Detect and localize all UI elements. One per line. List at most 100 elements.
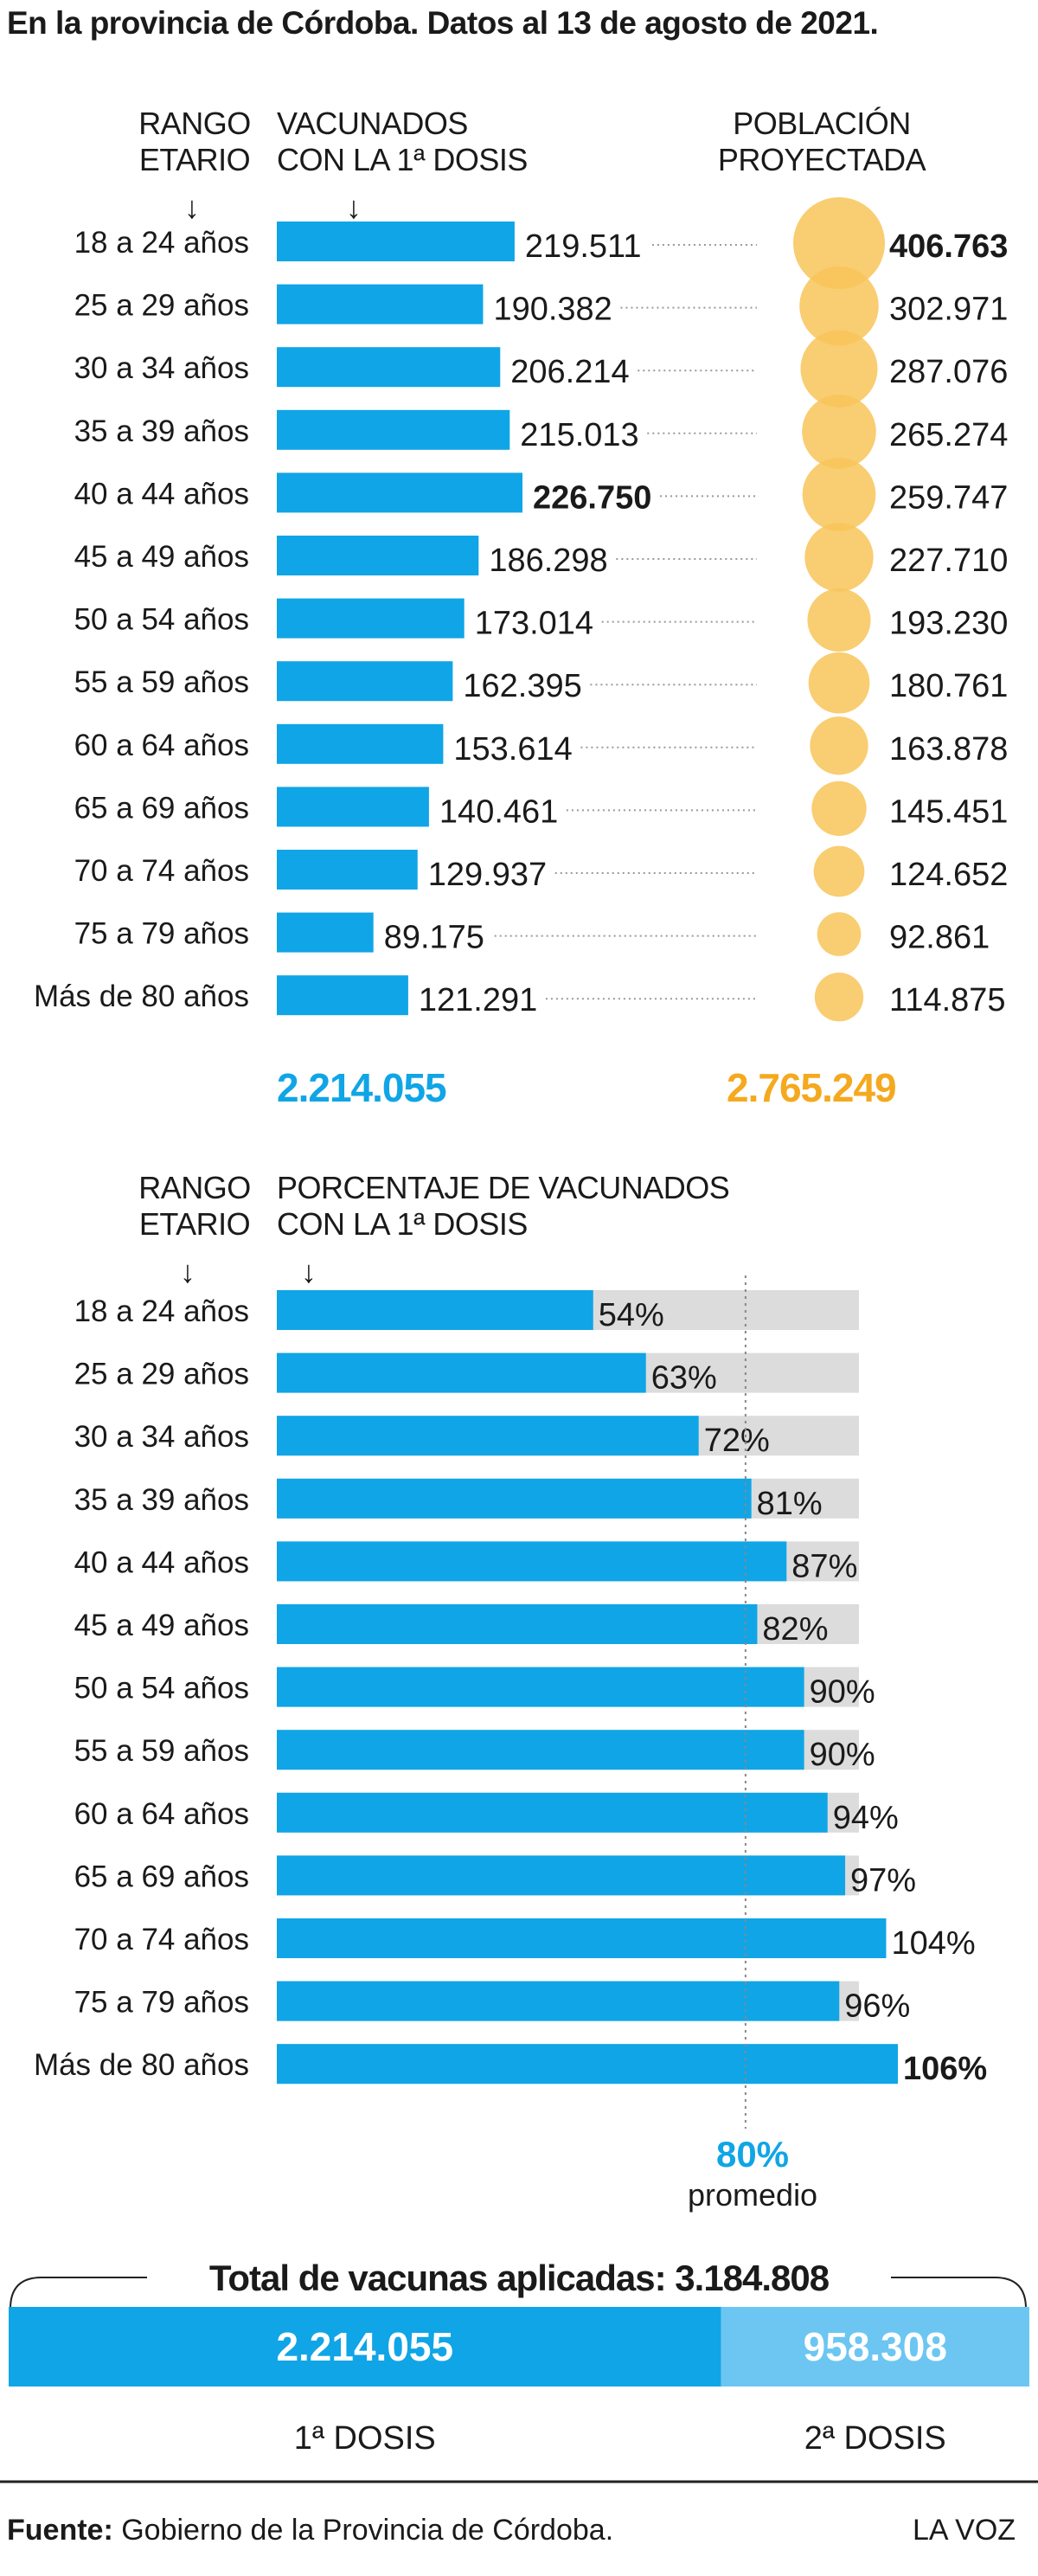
pct-bar-4	[277, 1541, 787, 1582]
pct-bar-10	[277, 1918, 887, 1958]
population-value-5: 227.710	[889, 543, 1008, 579]
vaccinated-value-4: 226.750	[533, 479, 651, 516]
pct-bar-0	[277, 1290, 593, 1330]
population-value-0: 406.763	[889, 228, 1008, 265]
population-value-8: 163.878	[889, 731, 1008, 768]
vaccinated-vs-population-chart: 18 a 24 años 219.511 25 a 29 años 190.382 30…	[34, 197, 1008, 1022]
population-value-7: 180.761	[889, 668, 1008, 704]
first-dose-value: 2.214.055	[276, 2324, 453, 2369]
population-circle-0	[793, 197, 885, 289]
age-label-9: 65 a 69 años	[74, 791, 249, 825]
age-label-11: 75 a 79 años	[74, 917, 249, 951]
average-caption: promedio	[688, 2177, 818, 2213]
population-circle-5	[804, 523, 874, 592]
population-value-2: 287.076	[889, 354, 1008, 390]
vaccinated-value-8: 153.614	[453, 731, 572, 768]
vaccinated-header-line1: VACUNADOS	[277, 106, 468, 141]
vaccinated-bar-0	[277, 222, 515, 261]
age-label-10: 70 a 74 años	[74, 854, 249, 888]
total-vaccines-chart: Total de vacunas aplicadas: 3.184.808 2.2…	[0, 2258, 1038, 2483]
age-range-arrow-icon: ↓	[184, 190, 200, 225]
average-value-label: 80%	[715, 2134, 790, 2175]
pct-age-label-6: 50 a 54 años	[74, 1672, 249, 1706]
pct-value-7: 90%	[810, 1737, 875, 1773]
population-header: POBLACIÓN PROYECTADA	[701, 106, 943, 178]
population-value-1: 302.971	[889, 292, 1008, 328]
pct-value-0: 54%	[599, 1297, 664, 1333]
population-circle-1	[799, 266, 879, 346]
age-label-5: 45 a 49 años	[74, 540, 249, 574]
total-population-label: 2.765.249	[727, 1065, 897, 1110]
vaccinated-value-12: 121.291	[419, 982, 537, 1018]
age-range-header: RANGO ETARIO	[130, 106, 260, 178]
second-dose-bar	[721, 2307, 1029, 2386]
vaccinated-bar-9	[277, 787, 429, 827]
source-text: Gobierno de la Provincia de Córdoba.	[121, 2514, 614, 2547]
age-label-4: 40 a 44 años	[74, 477, 249, 511]
age-label-0: 18 a 24 años	[74, 226, 249, 260]
vaccinated-bar-4	[277, 472, 522, 513]
vaccinated-value-1: 190.382	[493, 292, 612, 328]
first-dose-label: 1ª DOSIS	[294, 2420, 436, 2457]
vaccinated-bar-6	[277, 598, 465, 639]
population-value-6: 193.230	[889, 606, 1008, 642]
age-range-header-line1: RANGO	[138, 106, 251, 141]
vaccinated-header: VACUNADOS CON LA 1ª DOSIS	[277, 106, 528, 178]
percent-arrow-icon: ↓	[301, 1254, 317, 1289]
vaccinated-bar-10	[277, 850, 418, 890]
title-bracket-left	[10, 2277, 147, 2309]
pct-value-9: 97%	[850, 1862, 916, 1898]
vaccinated-bar-2	[277, 347, 501, 388]
pct-value-1: 63%	[651, 1360, 717, 1397]
vaccinated-value-3: 215.013	[520, 417, 638, 453]
age-range-header-line2: ETARIO	[138, 142, 251, 177]
pct-age-label-9: 65 a 69 años	[74, 1860, 249, 1893]
second-dose-label: 2ª DOSIS	[804, 2420, 946, 2457]
population-circle-12	[814, 973, 864, 1022]
population-circle-3	[802, 394, 876, 469]
total-vaccines-title: Total de vacunas aplicadas: 3.184.808	[209, 2258, 830, 2298]
pct-value-5: 82%	[762, 1611, 828, 1648]
pct-value-2: 72%	[704, 1423, 770, 1459]
pct-age-label-5: 45 a 49 años	[74, 1609, 249, 1642]
percent-header-line1: PORCENTAJE DE VACUNADOS	[277, 1170, 730, 1205]
pct-value-8: 94%	[833, 1800, 899, 1836]
population-circle-10	[813, 845, 865, 897]
percent-header: PORCENTAJE DE VACUNADOS CON LA 1ª DOSIS	[277, 1170, 730, 1243]
vaccinated-bar-8	[277, 723, 444, 764]
age-label-12: Más de 80 años	[34, 980, 249, 1013]
population-circle-11	[817, 912, 862, 956]
population-circle-8	[810, 716, 868, 775]
pct-age-label-8: 60 a 64 años	[74, 1797, 249, 1831]
vaccinated-bar-3	[277, 409, 510, 450]
age-label-6: 50 a 54 años	[74, 603, 249, 637]
vaccinated-bar-1	[277, 284, 484, 324]
pct-bar-12	[277, 2044, 898, 2085]
age-range-header-2-line1: RANGO	[138, 1170, 251, 1205]
age-label-7: 55 a 59 años	[74, 665, 249, 699]
first-dose-bar	[9, 2307, 721, 2386]
pct-value-12: 106%	[903, 2051, 987, 2087]
pct-age-label-10: 70 a 74 años	[74, 1923, 249, 1956]
age-label-2: 30 a 34 años	[74, 351, 249, 385]
pct-bar-2	[277, 1416, 699, 1456]
pct-bar-9	[277, 1855, 846, 1896]
source-label: Fuente:	[7, 2514, 113, 2547]
percent-header-line2: CON LA 1ª DOSIS	[277, 1206, 528, 1242]
vaccinated-arrow-icon: ↓	[346, 190, 362, 225]
age-label-1: 25 a 29 años	[74, 289, 249, 323]
pct-bar-8	[277, 1792, 828, 1833]
title-bracket-right	[891, 2277, 1027, 2309]
population-circle-6	[807, 588, 871, 652]
vaccinated-bar-11	[277, 912, 374, 953]
age-label-3: 35 a 39 años	[74, 414, 249, 448]
population-circle-9	[811, 781, 867, 837]
pct-bar-7	[277, 1730, 804, 1770]
age-range-arrow-2-icon: ↓	[180, 1254, 195, 1289]
vaccinated-value-6: 173.014	[475, 606, 593, 642]
population-value-10: 124.652	[889, 857, 1008, 893]
population-value-11: 92.861	[889, 920, 990, 956]
vaccinated-value-0: 219.511	[525, 228, 642, 265]
total-vaccinated-label: 2.214.055	[277, 1065, 447, 1110]
